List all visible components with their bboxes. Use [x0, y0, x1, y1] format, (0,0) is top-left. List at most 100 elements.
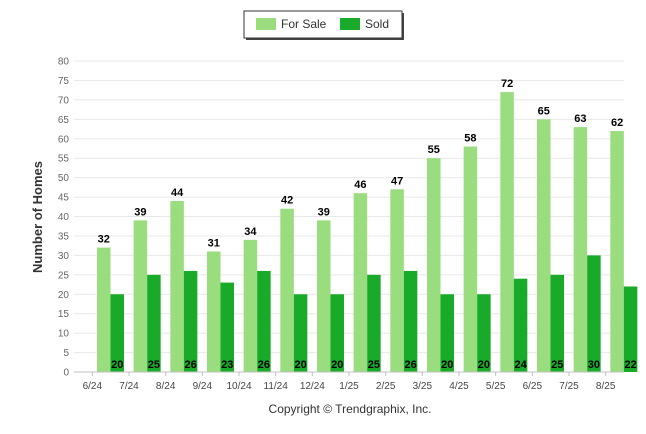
data-label-sold: 26: [404, 359, 416, 371]
x-tick-label: 12/24: [300, 381, 325, 392]
y-tick-label: 30: [58, 251, 70, 262]
data-label-sold: 20: [441, 359, 453, 371]
legend-label-for-sale: For Sale: [281, 17, 327, 31]
y-tick-label: 5: [63, 348, 69, 359]
data-label-sold: 20: [294, 359, 306, 371]
y-tick-label: 55: [58, 154, 70, 165]
bar-for-sale[interactable]: [97, 247, 111, 372]
bar-sold[interactable]: [587, 255, 601, 372]
data-label-sold: 20: [111, 359, 123, 371]
data-label-for-sale: 42: [281, 195, 293, 207]
y-tick-label: 0: [63, 368, 69, 379]
bar-sold[interactable]: [403, 270, 418, 372]
bar-sold[interactable]: [440, 294, 455, 372]
data-labels: 32 20 39 25 44 26 31 23 34 26 42 20 39 20 46 25 47 26 55 20…: [98, 78, 637, 371]
bar-for-sale[interactable]: [243, 239, 258, 372]
y-axis-title: Number of Homes: [30, 161, 45, 273]
y-tick-label: 70: [58, 95, 70, 106]
x-tick-label: 8/24: [156, 381, 176, 392]
data-label-for-sale: 39: [318, 206, 330, 218]
data-label-sold: 20: [478, 359, 490, 371]
y-tick-label: 50: [58, 173, 70, 184]
data-label-for-sale: 46: [354, 179, 366, 191]
data-label-sold: 26: [184, 359, 196, 371]
y-tick-label: 65: [58, 115, 70, 126]
data-label-for-sale: 47: [391, 175, 403, 187]
bar-for-sale[interactable]: [207, 251, 221, 372]
bar-for-sale[interactable]: [537, 119, 551, 372]
data-label-sold: 20: [331, 359, 343, 371]
y-tick-label: 75: [58, 76, 70, 87]
data-label-for-sale: 65: [538, 105, 550, 117]
data-label-for-sale: 62: [611, 117, 623, 129]
bar-sold[interactable]: [623, 286, 638, 372]
legend-label-sold: Sold: [365, 17, 389, 31]
data-label-sold: 22: [624, 359, 636, 371]
y-tick-label: 80: [58, 57, 70, 68]
x-tick-label: 5/25: [486, 381, 506, 392]
bar-for-sale[interactable]: [170, 200, 184, 372]
copyright-credit: Copyright © Trendgraphix, Inc.: [269, 402, 432, 416]
y-axis-ticks: 0 5 10 15 20 25 30 35 40 45 50 55 60 65 70 75 80: [58, 57, 70, 379]
legend-swatch-sold: [340, 18, 360, 30]
bar-sold[interactable]: [477, 294, 491, 372]
data-label-sold: 25: [551, 359, 563, 371]
bar-for-sale[interactable]: [610, 130, 624, 372]
bar-sold[interactable]: [257, 270, 271, 372]
bar-sold[interactable]: [513, 278, 528, 372]
x-tick-label: 7/25: [559, 381, 579, 392]
x-tick-label: 1/25: [339, 381, 359, 392]
y-tick-label: 60: [58, 134, 70, 145]
x-tick-label: 11/24: [264, 381, 289, 392]
bar-for-sale[interactable]: [353, 193, 368, 372]
bar-for-sale[interactable]: [573, 127, 588, 373]
x-tick-label: 6/24: [83, 381, 103, 392]
data-label-for-sale: 72: [501, 78, 513, 90]
bar-for-sale[interactable]: [133, 220, 148, 372]
bar-for-sale[interactable]: [280, 208, 294, 372]
bar-sold[interactable]: [110, 294, 125, 372]
bar-sold[interactable]: [550, 274, 565, 372]
bar-sold[interactable]: [183, 270, 198, 372]
bar-sold[interactable]: [220, 282, 235, 372]
data-label-for-sale: 39: [134, 206, 146, 218]
x-tick-label: 3/25: [413, 381, 433, 392]
bar-for-sale[interactable]: [317, 220, 331, 372]
data-label-for-sale: 58: [464, 133, 476, 145]
x-tick-label: 9/24: [193, 381, 213, 392]
bar-for-sale[interactable]: [390, 189, 404, 372]
y-tick-label: 45: [58, 193, 70, 204]
x-tick-label: 10/24: [226, 381, 251, 392]
data-label-for-sale: 55: [428, 144, 440, 156]
x-tick-label: 2/25: [376, 381, 396, 392]
x-tick-label: 6/25: [523, 381, 543, 392]
x-tick-label: 8/25: [596, 381, 616, 392]
bar-for-sale[interactable]: [500, 92, 514, 372]
y-tick-label: 25: [58, 270, 70, 281]
x-tick-label: 4/25: [449, 381, 469, 392]
bar-for-sale[interactable]: [427, 158, 441, 372]
bar-sold[interactable]: [367, 274, 381, 372]
data-label-for-sale: 31: [208, 237, 220, 249]
data-label-sold: 23: [221, 359, 233, 371]
data-label-for-sale: 44: [171, 187, 184, 199]
y-tick-label: 15: [58, 309, 70, 320]
bar-sold[interactable]: [293, 294, 308, 372]
x-axis-ticks: 6/24 7/24 8/24 9/24 10/24 11/24 12/24 1/25 2/25 3…: [83, 372, 616, 392]
legend-swatch-for-sale: [256, 18, 276, 30]
data-label-for-sale: 63: [574, 113, 586, 125]
data-label-sold: 24: [514, 359, 527, 371]
y-tick-label: 20: [58, 290, 70, 301]
bar-sold[interactable]: [330, 294, 345, 372]
data-label-sold: 25: [368, 359, 380, 371]
data-label-sold: 30: [588, 359, 600, 371]
bar-for-sale[interactable]: [463, 146, 478, 372]
legend[interactable]: For Sale Sold: [243, 10, 404, 40]
bars: [97, 92, 638, 373]
data-label-sold: 25: [148, 359, 160, 371]
x-tick-label: 7/24: [119, 381, 139, 392]
data-label-for-sale: 34: [244, 226, 257, 238]
bar-sold[interactable]: [147, 274, 161, 372]
data-label-sold: 26: [258, 359, 270, 371]
